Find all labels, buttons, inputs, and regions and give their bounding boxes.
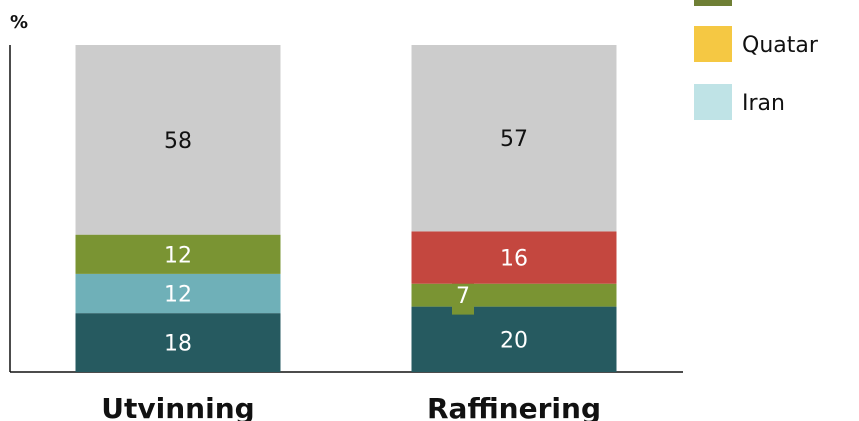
bar-segment-utvinning-2	[75, 234, 281, 274]
data-label-raffinering-4: 16	[500, 247, 528, 272]
cropped-title-strip	[0, 0, 690, 10]
bar-segment-raffinering-2	[411, 283, 617, 307]
y-axis-label: %	[10, 12, 28, 33]
bar-segment-utvinning-1	[75, 273, 281, 314]
bar-segment-raffinering-0	[411, 306, 617, 372]
data-label-utvinning-1: 12	[164, 283, 192, 308]
legend-swatch-partial	[694, 0, 732, 6]
bar-segment-raffinering-4	[411, 231, 617, 284]
bar-segment-utvinning-5	[75, 45, 281, 235]
data-label-utvinning-2: 12	[164, 243, 192, 268]
legend-label-iran: Iran	[742, 91, 785, 116]
data-label-utvinning-0: 18	[164, 332, 192, 357]
legend-label-quatar: Quatar	[742, 33, 819, 58]
bar-segment-tag-raffinering-2	[452, 275, 474, 315]
category-label-utvinning: Utvinning	[101, 392, 254, 421]
bar-segment-raffinering-5	[411, 45, 617, 232]
bar-segment-utvinning-0	[75, 313, 281, 372]
data-label-raffinering-0: 20	[500, 328, 528, 353]
category-label-raffinering: Raffinering	[427, 392, 601, 421]
data-label-raffinering-2: 7	[456, 284, 470, 309]
legend-swatch-quatar	[694, 26, 732, 62]
legend-swatch-iran	[694, 84, 732, 120]
data-label-utvinning-5: 58	[164, 129, 192, 154]
bars-group: 18 12 12 58 20 7 16 57	[75, 45, 617, 372]
data-label-raffinering-5: 57	[500, 127, 528, 152]
legend: Quatar Iran	[694, 0, 819, 120]
